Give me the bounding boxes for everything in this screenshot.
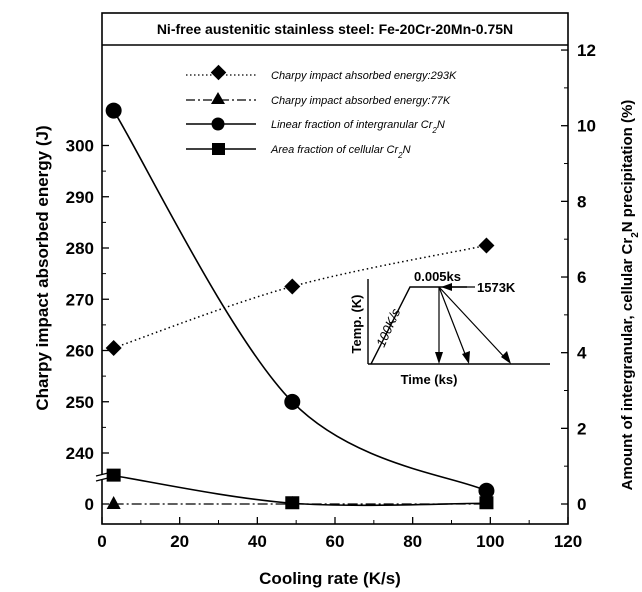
point-circle — [105, 102, 122, 119]
point-circle — [478, 482, 495, 499]
series-line-diamond — [113, 244, 487, 349]
inset-cooling-slow — [438, 286, 508, 361]
left-tick-label: 0 — [85, 495, 94, 514]
left-tick-label: 300 — [66, 137, 94, 156]
x-tick-label: 120 — [554, 532, 582, 551]
inset-cooling-mid — [438, 286, 468, 360]
x-tick-label: 100 — [476, 532, 504, 551]
inset-temp-pointer-arrow — [441, 283, 452, 291]
right-tick-label: 4 — [577, 344, 587, 363]
legend-marker-area — [212, 143, 225, 155]
legend: Charpy impact ahsorbed energy:293K Charp… — [186, 64, 457, 160]
point-square — [285, 496, 300, 510]
axis-break — [95, 472, 109, 482]
right-tick-label: 2 — [577, 419, 586, 438]
chart-title: Ni-free austenitic stainless steel: Fe-2… — [157, 21, 513, 37]
legend-label-linear-sub: 2 — [431, 126, 437, 135]
left-tick-label: 250 — [66, 393, 94, 412]
right-tick-label: 12 — [577, 41, 596, 60]
inset-cooling-slow-arrow — [501, 351, 511, 364]
right-tick-label: 8 — [577, 192, 586, 211]
point-square — [479, 496, 494, 510]
legend-label-293k: Charpy impact ahsorbed energy:293K — [271, 70, 457, 82]
point-triangle — [106, 496, 121, 509]
point-diamond — [284, 278, 301, 295]
right-axis-title-part1: Amount of intergranular, cellular Cr — [619, 238, 636, 491]
x-tick-label: 0 — [97, 532, 106, 551]
x-tick-label: 20 — [170, 532, 189, 551]
legend-label-linear-part1: Linear fraction of intergranular Cr — [271, 119, 434, 131]
left-tick-label: 290 — [66, 188, 94, 207]
x-axis-title: Cooling rate (K/s) — [259, 569, 401, 588]
right-tick-label: 0 — [577, 495, 586, 514]
inset-schematic: 0.005ks 1573K 100K/s Temp. (K) Time (ks) — [349, 269, 550, 387]
right-tick-label: 10 — [577, 117, 596, 136]
legend-label-77k: Charpy impact absorbed energy:77K — [271, 95, 451, 107]
legend-marker-linear — [211, 117, 225, 131]
legend-label-area: Area fraction of cellular Cr2N — [270, 144, 411, 160]
legend-label-linear-part2: N — [437, 119, 445, 131]
legend-marker-293k — [210, 64, 227, 81]
legend-marker-77k — [211, 92, 225, 104]
point-diamond — [478, 237, 495, 254]
plot-frame — [101, 12, 569, 525]
x-tick-label: 80 — [403, 532, 422, 551]
right-axis-title: Amount of intergranular, cellular Cr2N p… — [619, 100, 641, 491]
left-axis-title: Charpy impact absorbed energy (J) — [33, 125, 52, 410]
inset-cooling-mid-arrow — [462, 351, 470, 364]
legend-label-area-sub: 2 — [397, 151, 403, 160]
left-tick-label: 270 — [66, 290, 94, 309]
point-circle — [284, 393, 301, 410]
legend-label-area-part1: Area fraction of cellular Cr — [270, 144, 399, 156]
ticks-layer: 0 20 40 60 80 100 120 0 240 250 260 270 280 290 300 0 2 4… — [66, 41, 596, 551]
left-tick-label: 240 — [66, 444, 94, 463]
inset-rate-label: 100K/s — [373, 306, 403, 350]
series-line-circle — [112, 110, 487, 492]
left-tick-label: 260 — [66, 342, 94, 361]
legend-label-area-part2: N — [403, 144, 411, 156]
right-axis-title-part2: N precipitation (%) — [619, 100, 636, 233]
series-line-square — [113, 474, 487, 507]
series-layer — [105, 102, 495, 510]
right-axis-title-sub: 2 — [630, 232, 641, 238]
point-square — [106, 468, 121, 482]
inset-x-label: Time (ks) — [401, 372, 458, 387]
left-tick-label: 280 — [66, 239, 94, 258]
x-tick-label: 40 — [248, 532, 267, 551]
x-tick-label: 60 — [326, 532, 345, 551]
point-diamond — [105, 339, 122, 356]
inset-cooling-fast-arrow — [435, 352, 443, 364]
inset-hold-label: 0.005ks — [414, 269, 461, 284]
right-tick-label: 6 — [577, 268, 586, 287]
inset-y-label: Temp. (K) — [349, 295, 364, 354]
inset-temp-label: 1573K — [477, 280, 516, 295]
legend-label-linear: Linear fraction of intergranular Cr2N — [271, 119, 445, 135]
